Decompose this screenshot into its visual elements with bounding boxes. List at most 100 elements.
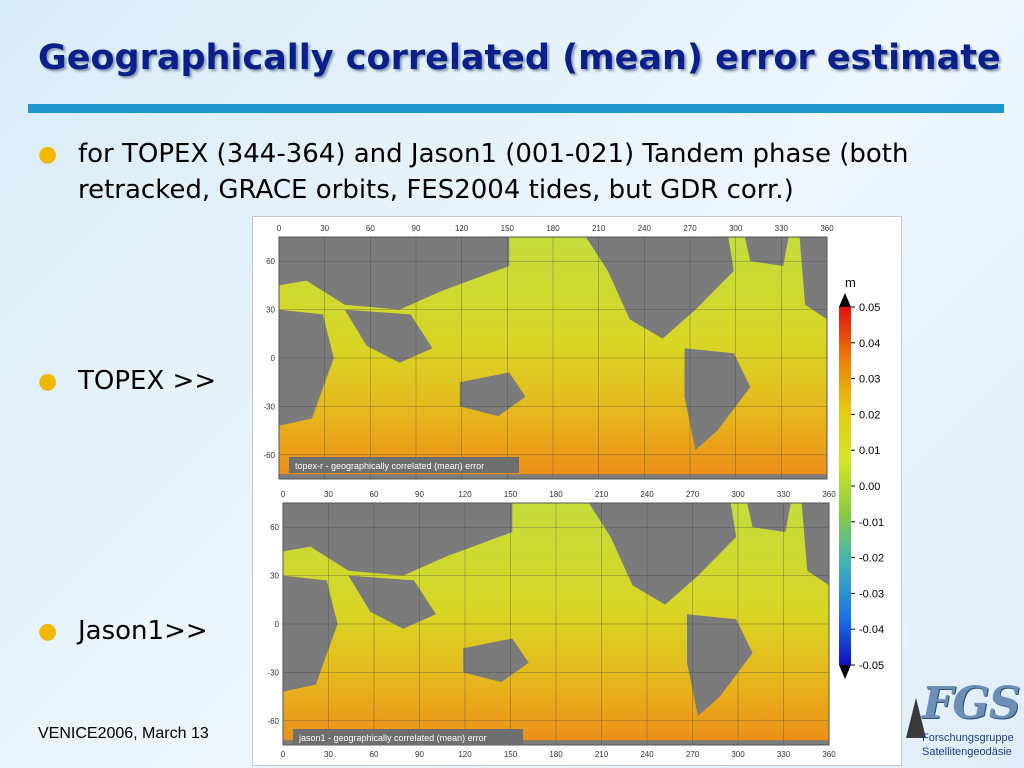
bullet-text: Jason1>> [78, 616, 208, 646]
logo-acronym: FGS [922, 678, 1021, 729]
jason1-y-ticks: 60 30 0 -30 -60 [267, 523, 279, 726]
topex-grid [278, 236, 828, 480]
x-tick-label: 30 [324, 490, 333, 499]
y-tick-label: -60 [263, 451, 275, 460]
x-tick-label: 300 [731, 750, 745, 759]
x-tick-label: 60 [366, 224, 375, 233]
bullet-dot-icon: ● [38, 369, 58, 394]
x-tick-label: 90 [415, 490, 424, 499]
logo-triangle-icon [906, 698, 926, 738]
land-shape [283, 503, 513, 576]
jason1-x-ticks-top: 0 30 60 90 120 150 180 210 240 270 300 330 360 [281, 490, 836, 499]
bullet-text: TOPEX >> [78, 366, 217, 396]
colorbar-tick-label: -0.05 [859, 660, 884, 672]
jason1-error-map: 0 30 60 90 120 150 180 210 240 270 300 330 360 60300… [267, 490, 836, 759]
y-tick-label: -30 [263, 402, 275, 411]
x-tick-label: 330 [775, 224, 789, 233]
land-shape [344, 309, 433, 363]
x-tick-label: 0 [281, 750, 286, 759]
x-tick-label: 360 [822, 490, 836, 499]
colorbar-tick-label: 0.04 [859, 338, 880, 350]
colorbar-tick-label: 0.01 [859, 445, 880, 457]
colorbar-unit: m [845, 275, 856, 290]
topex-caption-box [289, 457, 519, 473]
x-tick-label: 210 [592, 224, 606, 233]
map-frame [282, 502, 830, 746]
x-tick-label: 240 [638, 224, 652, 233]
x-tick-label: 120 [458, 750, 472, 759]
x-tick-label: 60 [370, 490, 379, 499]
land-shape [684, 348, 751, 450]
x-tick-label: 90 [415, 750, 424, 759]
bullet-text: for TOPEX (344-364) and Jason1 (001-021)… [78, 139, 909, 205]
x-tick-label: 60 [370, 750, 379, 759]
land-shape [283, 575, 338, 692]
y-tick-label: 30 [266, 306, 275, 315]
colorbar-tick-label: 0.00 [859, 481, 880, 493]
land-shape [463, 638, 529, 683]
x-tick-label: 120 [455, 224, 469, 233]
error-maps-figure: 0 30 60 90 120 150 180 210 240 270 300 330 360 60 30 0… [252, 216, 902, 766]
x-tick-label: 270 [686, 490, 700, 499]
x-tick-label: 300 [731, 490, 745, 499]
colorbar-tick-label: -0.04 [859, 624, 884, 636]
y-tick-label: 60 [270, 523, 279, 532]
slide-title: Geographically correlated (mean) error e… [38, 38, 1001, 78]
colorbar-tick-label: 0.03 [859, 374, 880, 386]
x-tick-label: 30 [320, 224, 329, 233]
jason1-map-caption: jason1 - geographically correlated (mean… [298, 733, 487, 743]
colorbar-scale [839, 307, 851, 665]
x-tick-label: 180 [549, 490, 563, 499]
colorbar-ticks: 0.05 0.04 0.03 0.02 0.01 0.00 -0.01 -0.02 -0.03 -… [851, 302, 884, 672]
land-shape [744, 237, 789, 266]
y-tick-label: -30 [267, 668, 279, 677]
colorbar-tick-label: 0.02 [859, 409, 880, 421]
x-tick-label: 210 [595, 490, 609, 499]
topex-y-ticks: 60 30 0 -30 -60 [263, 257, 275, 460]
logo-line1: Forschungsgruppe [922, 732, 1014, 744]
land-shape [687, 614, 753, 716]
x-tick-label: 330 [777, 750, 791, 759]
y-tick-label: 60 [266, 257, 275, 266]
x-tick-label: 180 [549, 750, 563, 759]
topex-map-caption: topex-r - geographically correlated (mea… [295, 461, 484, 471]
land-shape [348, 575, 436, 629]
x-tick-label: 180 [546, 224, 560, 233]
jason1-grid [282, 502, 830, 746]
colorbar-tick-label: -0.02 [859, 553, 884, 565]
x-tick-label: 0 [277, 224, 282, 233]
bullet-item: ● for TOPEX (344-364) and Jason1 (001-02… [38, 136, 966, 208]
x-tick-label: 300 [729, 224, 743, 233]
x-tick-label: 150 [501, 224, 515, 233]
land-shape [279, 237, 510, 310]
x-tick-label: 270 [686, 750, 700, 759]
x-tick-label: 90 [412, 224, 421, 233]
y-tick-label: 0 [271, 354, 276, 363]
colorbar-down-arrow-icon [839, 665, 851, 679]
land-shape [459, 372, 526, 417]
land-shape [799, 237, 827, 320]
land-shape [585, 237, 734, 339]
x-tick-label: 150 [504, 750, 518, 759]
bullet-dot-icon: ● [38, 142, 58, 167]
x-tick-label: 120 [458, 490, 472, 499]
bullet-item: ● Jason1>> [38, 613, 208, 649]
topex-x-ticks-top: 0 30 60 90 120 150 180 210 240 270 300 330 360 [277, 224, 834, 233]
colorbar: m 0.05 0.04 0.03 0.02 0.01 0.00 -0.01 -0.02 -0.0… [839, 275, 884, 679]
y-tick-label: -60 [267, 717, 279, 726]
land-shape [801, 503, 829, 586]
topex-error-map: 0 30 60 90 120 150 180 210 240 270 300 330 360 60300… [263, 224, 834, 480]
land-shape [279, 309, 334, 426]
colorbar-tick-label: -0.01 [859, 517, 884, 529]
x-tick-label: 270 [683, 224, 697, 233]
error-maps-svg: 0 30 60 90 120 150 180 210 240 270 300 330 360 60300… [263, 224, 884, 759]
jason1-caption-box [293, 729, 523, 745]
map-frame [278, 236, 828, 480]
x-tick-label: 360 [822, 750, 836, 759]
land-shape [747, 503, 791, 532]
fgs-logo: FGS Forschungsgruppe Satellitengeodäsie [906, 674, 1021, 766]
y-tick-label: 0 [275, 620, 280, 629]
colorbar-tick-label: 0.05 [859, 302, 880, 314]
bullet-dot-icon: ● [38, 619, 58, 644]
logo-line2: Satellitengeodäsie [922, 746, 1012, 758]
